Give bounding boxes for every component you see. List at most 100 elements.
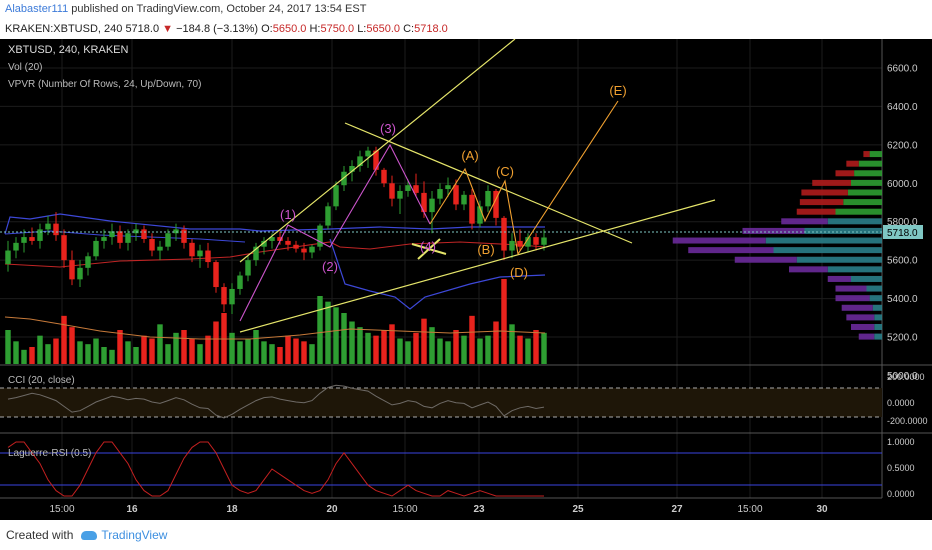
wave-label-a: (A) <box>461 148 478 163</box>
vp-up-bar <box>869 151 882 158</box>
time-tick: 30 <box>816 504 828 515</box>
candle-body <box>45 223 51 230</box>
price-tick: 6000.0 <box>887 179 918 190</box>
low-label: L: <box>357 23 367 35</box>
volume-bar <box>37 335 43 364</box>
candle-body <box>397 190 403 199</box>
candle-body <box>341 171 347 186</box>
close-label: C: <box>403 23 415 35</box>
volume-bar <box>301 341 307 364</box>
candle-body <box>541 237 547 245</box>
candle-body <box>53 223 59 236</box>
rsi-tick-1: 1.0000 <box>887 437 915 447</box>
price-tick: 5000.0 <box>887 371 918 382</box>
vp-down-bar <box>734 256 797 263</box>
time-tick: 27 <box>671 504 683 515</box>
vp-up-bar <box>851 179 882 186</box>
price-change: −184.8 (−3.13%) <box>176 23 259 35</box>
wave-label-c: (C) <box>496 164 514 179</box>
vp-up-bar <box>835 208 882 215</box>
cci-line <box>7 384 545 419</box>
volume-bar <box>453 330 459 364</box>
current-price-tag <box>883 225 923 239</box>
impulse-wave-path <box>239 143 431 322</box>
candle-body <box>101 237 107 241</box>
legend-main: XBTUSD, 240, KRAKEN <box>8 44 128 56</box>
legend-vol: Vol (20) <box>8 62 42 73</box>
volume-bar <box>477 338 483 364</box>
time-tick: 16 <box>126 504 138 515</box>
vp-down-bar <box>827 275 851 282</box>
candle-body <box>533 237 539 245</box>
candle-body <box>325 206 331 226</box>
volume-bar <box>541 332 547 364</box>
volume-bar <box>517 335 523 364</box>
candle-body <box>517 240 523 247</box>
volume-bar <box>205 335 211 364</box>
vp-up-bar <box>872 304 882 311</box>
candle-body <box>485 190 491 207</box>
volume-bar <box>93 338 99 364</box>
candle-body <box>157 246 163 251</box>
candle-body <box>197 250 203 257</box>
lower-triangle-trendline <box>239 199 716 333</box>
vp-down-bar <box>812 179 851 186</box>
time-tick: 18 <box>226 504 238 515</box>
high-value: 5750.0 <box>320 23 355 35</box>
candle-body <box>333 185 339 207</box>
volume-bar <box>5 330 11 364</box>
candle-body <box>389 183 395 199</box>
publish-bar: Alabaster111 published on TradingView.co… <box>0 0 932 19</box>
candle-body <box>501 217 507 251</box>
legend-rsi: Laguerre-RSI (0.5) <box>8 448 91 459</box>
tradingview-link[interactable]: TradingView <box>101 528 168 542</box>
volume-bar <box>189 338 195 364</box>
wave-label-2: (2) <box>322 259 338 274</box>
candle-body <box>301 248 307 253</box>
legend-cci: CCI (20, close) <box>8 375 75 386</box>
candle-body <box>77 267 83 280</box>
laguerre-rsi-line <box>7 441 544 497</box>
candle-body <box>357 156 363 166</box>
vp-down-bar <box>841 304 873 311</box>
price-tick: 6200.0 <box>887 140 918 151</box>
volume-bar <box>29 347 35 364</box>
candle-body <box>165 233 171 247</box>
volume-bar <box>45 344 51 364</box>
author-link[interactable]: Alabaster111 <box>5 3 69 15</box>
volume-bar <box>429 327 435 364</box>
volume-ma-line <box>4 316 546 340</box>
cci-tick-200: 200.0000 <box>887 372 925 382</box>
volume-bar <box>421 318 427 364</box>
candle-body <box>293 244 299 249</box>
volume-bar <box>245 338 251 364</box>
volume-bar <box>325 301 331 364</box>
volume-bar <box>77 341 83 364</box>
candle-body <box>477 206 483 224</box>
volume-bar <box>365 332 371 364</box>
candle-body <box>5 250 11 264</box>
volume-bar <box>389 324 395 364</box>
time-tick: 15:00 <box>737 504 762 515</box>
volume-bar <box>53 338 59 364</box>
volume-bar <box>133 347 139 364</box>
candle-body <box>349 165 355 172</box>
price-axis: 6600.0 6400.0 6200.0 6000.0 5800.0 5600.0 5400… <box>887 64 918 382</box>
volume-bar <box>349 321 355 364</box>
candle-body <box>285 240 291 245</box>
trading-chart[interactable]: (1) (2) (3) (4) (A) (B) (C) (D) (E) XBTU… <box>0 39 932 520</box>
down-arrow-icon: ▼ <box>162 23 174 35</box>
volume-bar <box>165 344 171 364</box>
volume-bar <box>69 327 75 364</box>
vp-down-bar <box>846 314 875 321</box>
volume-bar <box>277 347 283 364</box>
candle-body <box>85 256 91 268</box>
wave-label-d: (D) <box>510 265 528 280</box>
candle-body <box>493 190 499 218</box>
upper-channel-trendline <box>239 39 516 263</box>
volume-bar <box>229 332 235 364</box>
vp-down-bar <box>789 266 828 273</box>
cci-band <box>0 388 882 417</box>
vp-down-bar <box>742 227 805 234</box>
wave-label-4: (4) <box>420 239 436 254</box>
